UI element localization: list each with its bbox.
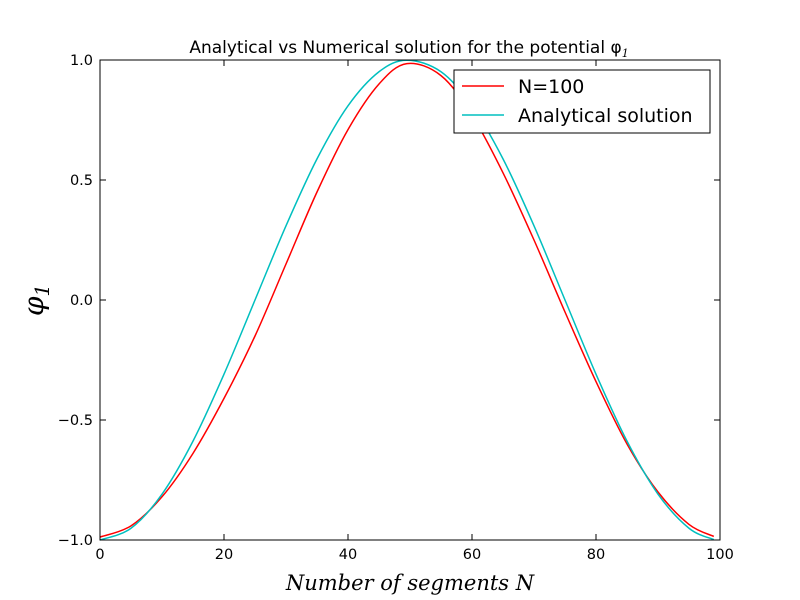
- legend: N=100 Analytical solution: [453, 69, 711, 134]
- y-tick-label: 1.0: [70, 53, 93, 69]
- y-tick-label: 0.0: [70, 293, 93, 309]
- y-tick-label: −1.0: [58, 533, 93, 549]
- y-axis-label-group: φ1: [17, 284, 54, 316]
- x-tick-label: 60: [463, 547, 481, 563]
- x-tick-label: 0: [95, 547, 104, 563]
- ticks-layer: 0 20 40 60 80 100 −1.0 −0.5 0.0 0.5 1.0: [58, 53, 734, 563]
- series-line-n-100: [99, 62, 715, 538]
- x-axis-label: Number of segments N: [285, 571, 535, 595]
- x-tick-label: 20: [215, 547, 233, 563]
- x-tick-label: 100: [706, 547, 734, 563]
- chart-title: Analytical vs Numerical solution for the…: [189, 38, 628, 60]
- y-axis-label: φ1: [17, 284, 54, 316]
- plot-area: [100, 60, 720, 540]
- legend-label-n100: N=100: [518, 76, 584, 98]
- y-tick-label: −0.5: [58, 413, 93, 429]
- legend-box: [453, 69, 711, 134]
- x-tick-label: 40: [339, 547, 357, 563]
- legend-label-analytical: Analytical solution: [518, 105, 693, 127]
- x-tick-label: 80: [587, 547, 605, 563]
- y-tick-label: 0.5: [70, 173, 93, 189]
